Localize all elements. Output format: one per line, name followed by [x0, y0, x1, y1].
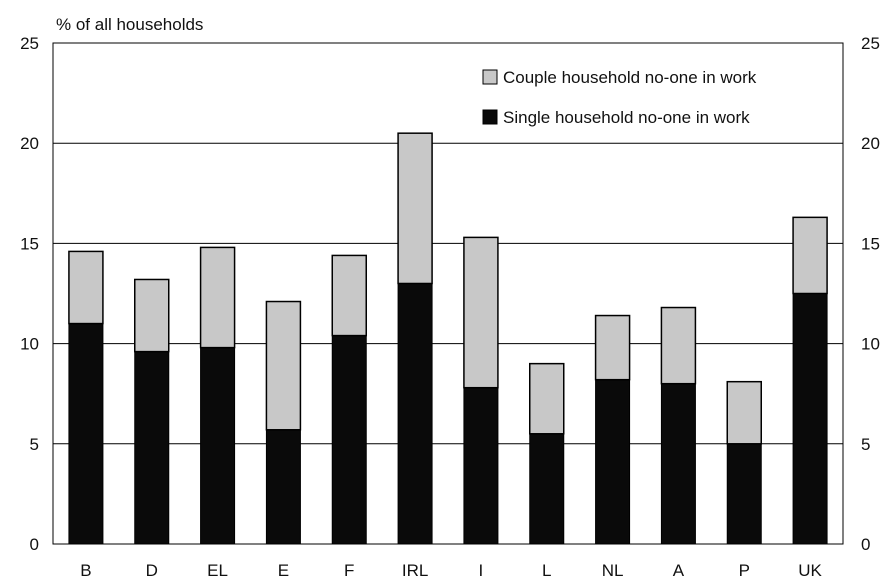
plot-frame: [52, 42, 844, 545]
y-tick-label-left: 25: [20, 34, 39, 53]
bar-single-e: [265, 429, 301, 545]
axes: [52, 42, 844, 545]
x-tick-label: UK: [798, 561, 822, 580]
y-tick-label-left: 10: [20, 335, 39, 354]
y-tick-label-left: 15: [20, 234, 39, 253]
bar-couple-f: [331, 254, 367, 337]
bar-single-i: [463, 387, 499, 545]
y-ticks-left: 0 5 10 15 20 25: [20, 34, 39, 554]
y-axis-label: % of all households: [56, 15, 203, 34]
y-tick-label-right: 5: [861, 435, 870, 454]
bar-couple-a: [660, 306, 697, 385]
bar-single-f: [331, 335, 367, 545]
bar-single-irl: [397, 282, 433, 545]
bar-couple-nl: [594, 314, 631, 381]
bar-single-l: [529, 433, 565, 545]
bar-couple-e: [265, 300, 302, 431]
y-tick-label-right: 25: [861, 34, 880, 53]
bar-couple-p: [726, 380, 762, 445]
y-tick-label-right: 20: [861, 134, 880, 153]
bar-single-a: [660, 383, 696, 545]
bar-couple-uk: [792, 216, 828, 295]
bar-couple-el: [199, 246, 236, 349]
bar-couple-l: [529, 362, 565, 435]
bar-single-nl: [595, 379, 631, 545]
y-tick-label-left: 0: [30, 535, 39, 554]
legend-label-couple: Couple household no-one in work: [503, 68, 757, 87]
bar-single-uk: [792, 293, 828, 545]
bar-single-p: [726, 443, 762, 545]
bar-couple-b: [68, 250, 104, 325]
bar-single-b: [68, 323, 104, 545]
x-tick-label: E: [278, 561, 289, 580]
y-tick-label-right: 15: [861, 234, 880, 253]
x-tick-label: EL: [207, 561, 228, 580]
x-tick-label: F: [344, 561, 354, 580]
y-tick-label-right: 10: [861, 335, 880, 354]
y-tick-label-left: 5: [30, 435, 39, 454]
y-tick-label-right: 0: [861, 535, 870, 554]
gridlines: [53, 42, 843, 445]
x-ticks: B D EL E F IRL I L NL A P UK: [80, 561, 822, 580]
x-tick-label: P: [739, 561, 750, 580]
bar-single-el: [200, 347, 236, 545]
x-tick-label: D: [146, 561, 158, 580]
bars: [68, 132, 828, 545]
x-tick-label: NL: [602, 561, 624, 580]
x-tick-label: A: [673, 561, 685, 580]
legend-swatch-single: [482, 109, 498, 125]
bar-couple-d: [134, 278, 170, 353]
x-tick-label: B: [80, 561, 91, 580]
y-tick-label-left: 20: [20, 134, 39, 153]
legend: Couple household no-one in work Single ho…: [482, 68, 757, 127]
legend-label-single: Single household no-one in work: [503, 108, 750, 127]
y-ticks-right: 0 5 10 15 20 25: [861, 34, 880, 554]
bar-single-d: [134, 351, 170, 545]
legend-swatch-couple: [482, 69, 498, 85]
x-tick-label: L: [542, 561, 551, 580]
bar-couple-i: [463, 236, 499, 389]
x-tick-label: I: [479, 561, 484, 580]
x-tick-label: IRL: [402, 561, 428, 580]
bar-couple-irl: [397, 132, 433, 285]
